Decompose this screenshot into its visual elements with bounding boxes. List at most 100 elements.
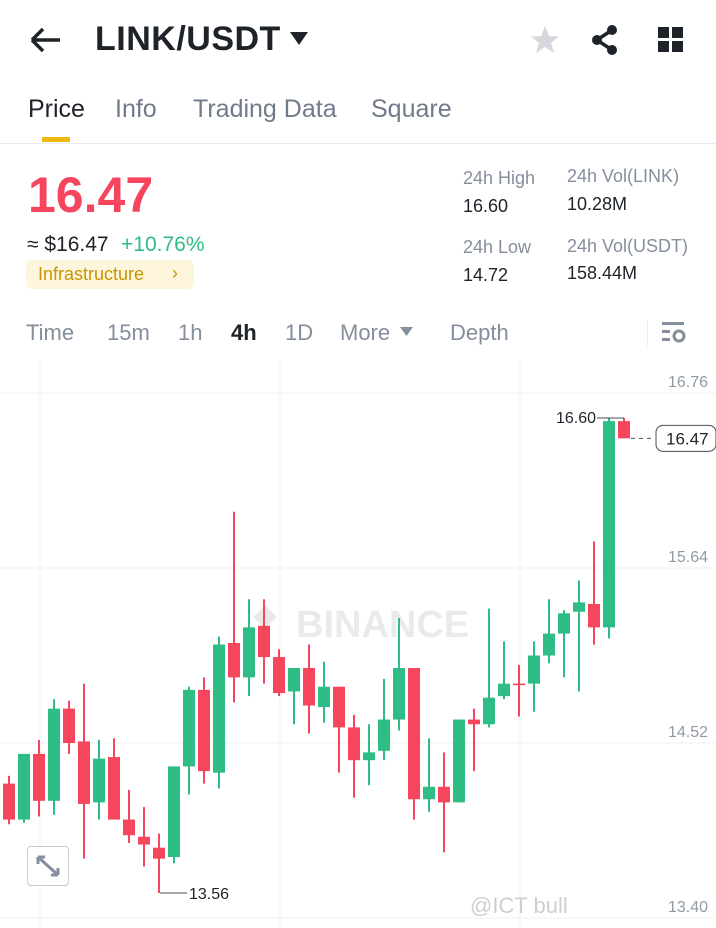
chart-settings-icon[interactable]: [662, 322, 686, 344]
timeframe-1d[interactable]: 1D: [285, 320, 314, 345]
tag-label: Infrastructure: [38, 264, 145, 284]
timeframe-more[interactable]: More: [340, 320, 391, 345]
timeframe-4h[interactable]: 4h: [231, 320, 257, 345]
low-marker-label: 13.56: [189, 886, 229, 903]
expand-icon: [36, 855, 60, 877]
vol-quote-label: 24h Vol(USDT): [567, 236, 689, 256]
high-marker-label: 16.60: [556, 410, 596, 427]
last-price: 16.47: [28, 167, 154, 223]
tab-square[interactable]: Square: [371, 95, 452, 123]
user-watermark: @ICT bull: [470, 893, 568, 918]
candle-body: [48, 708, 60, 801]
candle: [33, 739, 45, 817]
candle-body: [498, 683, 510, 697]
candle: [213, 636, 225, 789]
category-tag[interactable]: Infrastructure ›: [26, 260, 194, 289]
candle: [18, 753, 30, 823]
candle-body: [108, 757, 120, 820]
candle: [168, 766, 180, 864]
candle-body: [363, 752, 375, 761]
candle: [423, 738, 435, 812]
chevron-right-icon: ›: [172, 263, 178, 283]
candle-body: [288, 668, 300, 692]
share-icon[interactable]: [590, 24, 620, 56]
dropdown-caret-icon[interactable]: [290, 32, 308, 46]
candle: [228, 511, 240, 703]
candle: [48, 699, 60, 815]
candle-body: [3, 783, 15, 820]
timeframe-15m[interactable]: 15m: [107, 320, 150, 345]
candle-body: [228, 643, 240, 678]
candle-body: [153, 847, 165, 859]
candle-body: [408, 668, 420, 800]
candle: [63, 700, 75, 754]
tab-info[interactable]: Info: [115, 95, 157, 123]
candle-body: [93, 758, 105, 803]
candle: [468, 708, 480, 772]
candle-body: [348, 727, 360, 761]
candle-body: [273, 657, 285, 693]
candle-body: [528, 655, 540, 684]
candle: [453, 719, 465, 803]
candle-body: [198, 689, 210, 772]
candle-body: [333, 686, 345, 728]
candle-body: [138, 836, 150, 845]
candle: [108, 738, 120, 820]
last-price-label: 16.47: [666, 429, 709, 448]
timeframe-1h[interactable]: 1h: [178, 320, 203, 345]
fullscreen-button[interactable]: [27, 846, 69, 886]
candle-body: [453, 719, 465, 803]
candle-body: [183, 689, 195, 767]
candle: [543, 599, 555, 664]
timeframe-time[interactable]: Time: [26, 320, 75, 345]
candle: [198, 677, 210, 784]
candle: [183, 686, 195, 795]
candlestick-chart[interactable]: BINANCE 16.76 15.64 14.52 13.40 16.60 13.56 16…: [0, 362, 716, 928]
low-label: 24h Low: [463, 237, 532, 257]
pair-title[interactable]: LINK/USDT: [95, 20, 281, 58]
divider: [647, 320, 648, 346]
candle: [438, 752, 450, 853]
candle-body: [33, 753, 45, 801]
low-value: 14.72: [463, 265, 509, 285]
candle: [378, 678, 390, 761]
candle-body: [393, 668, 405, 720]
back-arrow-icon[interactable]: [28, 26, 62, 54]
candle-body: [63, 708, 75, 743]
high-value: 16.60: [463, 196, 509, 216]
tab-trading-data[interactable]: Trading Data: [193, 95, 337, 123]
candle-body: [168, 766, 180, 858]
binance-watermark: BINANCE: [253, 604, 469, 646]
vol-base-label: 24h Vol(LINK): [567, 166, 680, 186]
tab-price[interactable]: Price: [28, 95, 85, 123]
binance-watermark-text: BINANCE: [296, 604, 469, 646]
divider: [0, 143, 716, 144]
candle: [288, 668, 300, 725]
candle: [153, 833, 165, 893]
timeframe-depth[interactable]: Depth: [450, 320, 509, 345]
candle-body: [123, 819, 135, 836]
grid-icon[interactable]: [658, 27, 684, 53]
candle-body: [573, 602, 585, 612]
candle-body: [243, 627, 255, 678]
candle: [588, 541, 600, 645]
candle-body: [558, 613, 570, 634]
candle-body: [258, 625, 270, 658]
candle-body: [468, 719, 480, 725]
candle: [513, 664, 525, 717]
star-icon[interactable]: [530, 25, 560, 55]
y-axis-tick-label: 13.40: [668, 899, 708, 916]
active-tab-indicator: [42, 137, 70, 142]
candle: [273, 649, 285, 697]
candle: [393, 618, 405, 731]
candle-body: [303, 668, 315, 706]
candle-body: [78, 741, 90, 804]
chart-grid: [0, 362, 716, 928]
candle: [408, 668, 420, 820]
vol-base-value: 10.28M: [567, 194, 628, 214]
candle: [243, 599, 255, 697]
candle: [498, 641, 510, 700]
candle: [363, 724, 375, 786]
last-price-box: [655, 424, 716, 452]
candle: [603, 418, 615, 639]
